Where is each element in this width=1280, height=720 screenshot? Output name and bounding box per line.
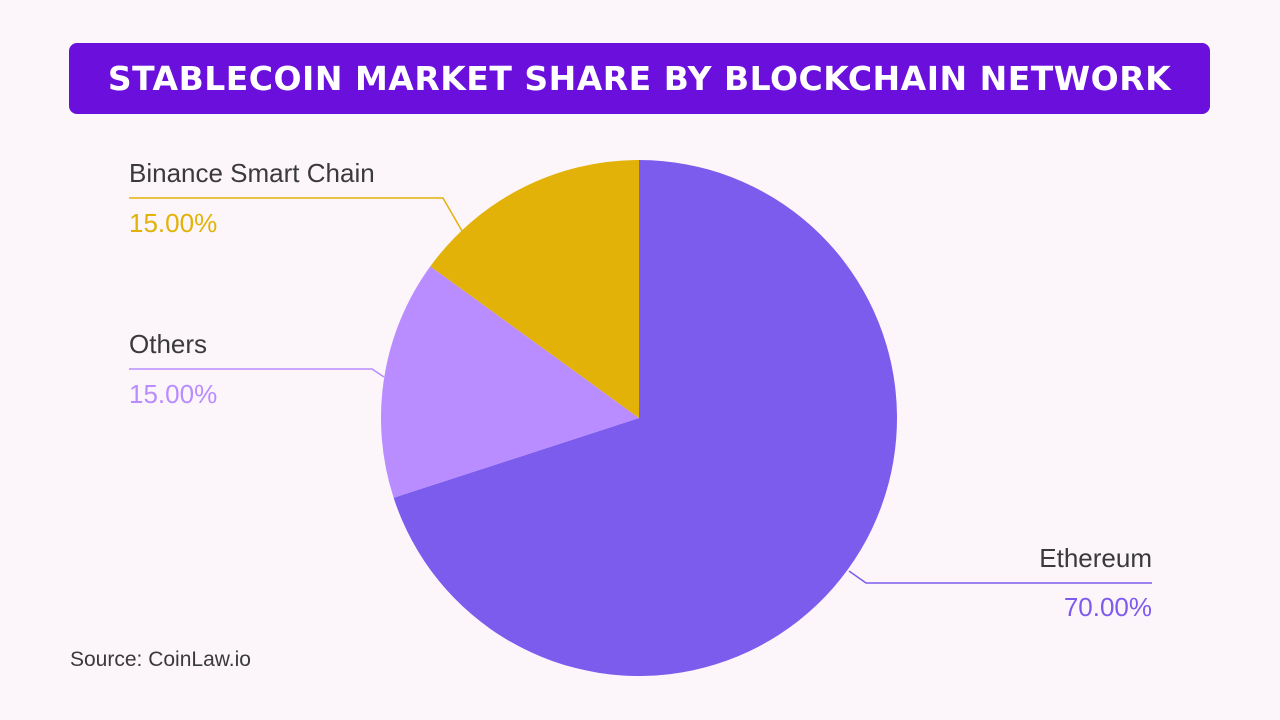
source-note: Source: CoinLaw.io	[70, 648, 251, 672]
slice-label-ethereum: Ethereum	[1039, 543, 1152, 573]
slice-value-ethereum: 70.00%	[1064, 592, 1152, 622]
slice-label-binance-smart-chain: Binance Smart Chain	[129, 158, 375, 188]
slice-label-others: Others	[129, 329, 207, 359]
callout-line-others	[129, 369, 384, 377]
slice-value-others: 15.00%	[129, 379, 217, 409]
slice-value-binance-smart-chain: 15.00%	[129, 208, 217, 238]
